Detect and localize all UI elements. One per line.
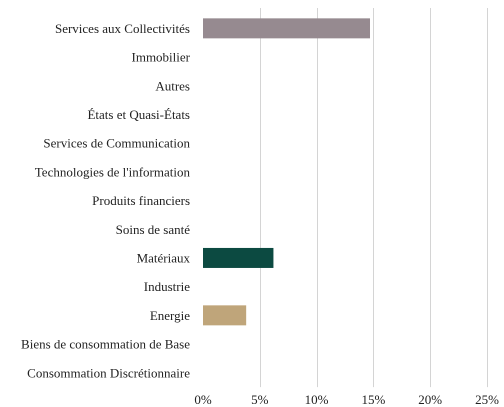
category-label: Consommation Discrétionnaire <box>27 365 190 380</box>
category-label: Biens de consommation de Base <box>21 337 190 352</box>
category-label: États et Quasi-États <box>87 107 190 122</box>
bar <box>203 305 247 326</box>
x-axis-tick-labels: 0% 5% 10% 15% 20% 25% <box>194 392 499 407</box>
x-tick-label: 20% <box>418 392 442 407</box>
category-label: Soins de santé <box>116 222 191 237</box>
x-tick-label: 25% <box>475 392 499 407</box>
x-tick-label: 10% <box>305 392 329 407</box>
category-labels: Services aux Collectivités Immobilier Autr… <box>21 21 191 380</box>
category-label: Technologies de l'information <box>35 164 191 179</box>
category-label: Produits financiers <box>92 193 190 208</box>
category-label: Services de Communication <box>43 136 190 151</box>
grid-lines <box>260 8 488 388</box>
x-tick-label: 5% <box>251 392 269 407</box>
category-label: Immobilier <box>132 50 191 65</box>
bar <box>203 18 370 39</box>
category-label: Services aux Collectivités <box>55 21 190 36</box>
x-tick-label: 15% <box>361 392 385 407</box>
category-label: Autres <box>155 78 190 93</box>
category-label: Matériaux <box>137 250 191 265</box>
x-tick-label: 0% <box>194 392 212 407</box>
category-label: Energie <box>150 308 190 323</box>
category-label: Industrie <box>144 279 190 294</box>
bar <box>203 247 274 268</box>
bars <box>203 18 370 326</box>
